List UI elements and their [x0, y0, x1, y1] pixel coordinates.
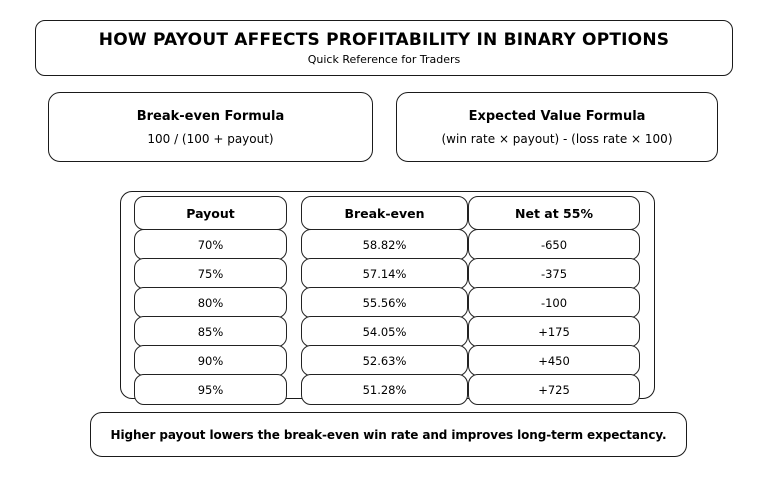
table-cell-net-90: +450 — [468, 345, 640, 376]
table-cell-breakeven-80: 55.56% — [301, 287, 468, 318]
table-cell-net-75: -375 — [468, 258, 640, 289]
page-title: HOW PAYOUT AFFECTS PROFITABILITY IN BINA… — [98, 30, 670, 50]
table-header-break-even: Break-even — [301, 196, 468, 230]
table-header-payout: Payout — [134, 196, 287, 230]
table-cell-net-85: +175 — [468, 316, 640, 347]
break-even-formula-card: Break-even Formula 100 / (100 + payout) — [48, 92, 373, 162]
table-cell-payout-70: 70% — [134, 229, 287, 260]
table-cell-breakeven-90: 52.63% — [301, 345, 468, 376]
title-card: HOW PAYOUT AFFECTS PROFITABILITY IN BINA… — [35, 20, 733, 76]
table-cell-breakeven-95: 51.28% — [301, 374, 468, 405]
page-subtitle: Quick Reference for Traders — [307, 53, 461, 66]
table-cell-breakeven-85: 54.05% — [301, 316, 468, 347]
table-cell-breakeven-70: 58.82% — [301, 229, 468, 260]
table-cell-breakeven-75: 57.14% — [301, 258, 468, 289]
table-cell-net-80: -100 — [468, 287, 640, 318]
table-cell-payout-95: 95% — [134, 374, 287, 405]
expected-value-formula-text: (win rate × payout) - (loss rate × 100) — [441, 131, 673, 146]
expected-value-formula-title: Expected Value Formula — [468, 108, 646, 124]
table-cell-payout-80: 80% — [134, 287, 287, 318]
expected-value-formula-card: Expected Value Formula (win rate × payou… — [396, 92, 718, 162]
takeaway-note-card: Higher payout lowers the break-even win … — [90, 412, 687, 457]
table-cell-payout-90: 90% — [134, 345, 287, 376]
break-even-formula-title: Break-even Formula — [136, 108, 285, 124]
table-cell-payout-75: 75% — [134, 258, 287, 289]
takeaway-note-text: Higher payout lowers the break-even win … — [110, 427, 667, 442]
table-header-net-at-55: Net at 55% — [468, 196, 640, 230]
table-cell-net-95: +725 — [468, 374, 640, 405]
table-cell-payout-85: 85% — [134, 316, 287, 347]
table-cell-net-70: -650 — [468, 229, 640, 260]
break-even-formula-text: 100 / (100 + payout) — [147, 131, 274, 146]
